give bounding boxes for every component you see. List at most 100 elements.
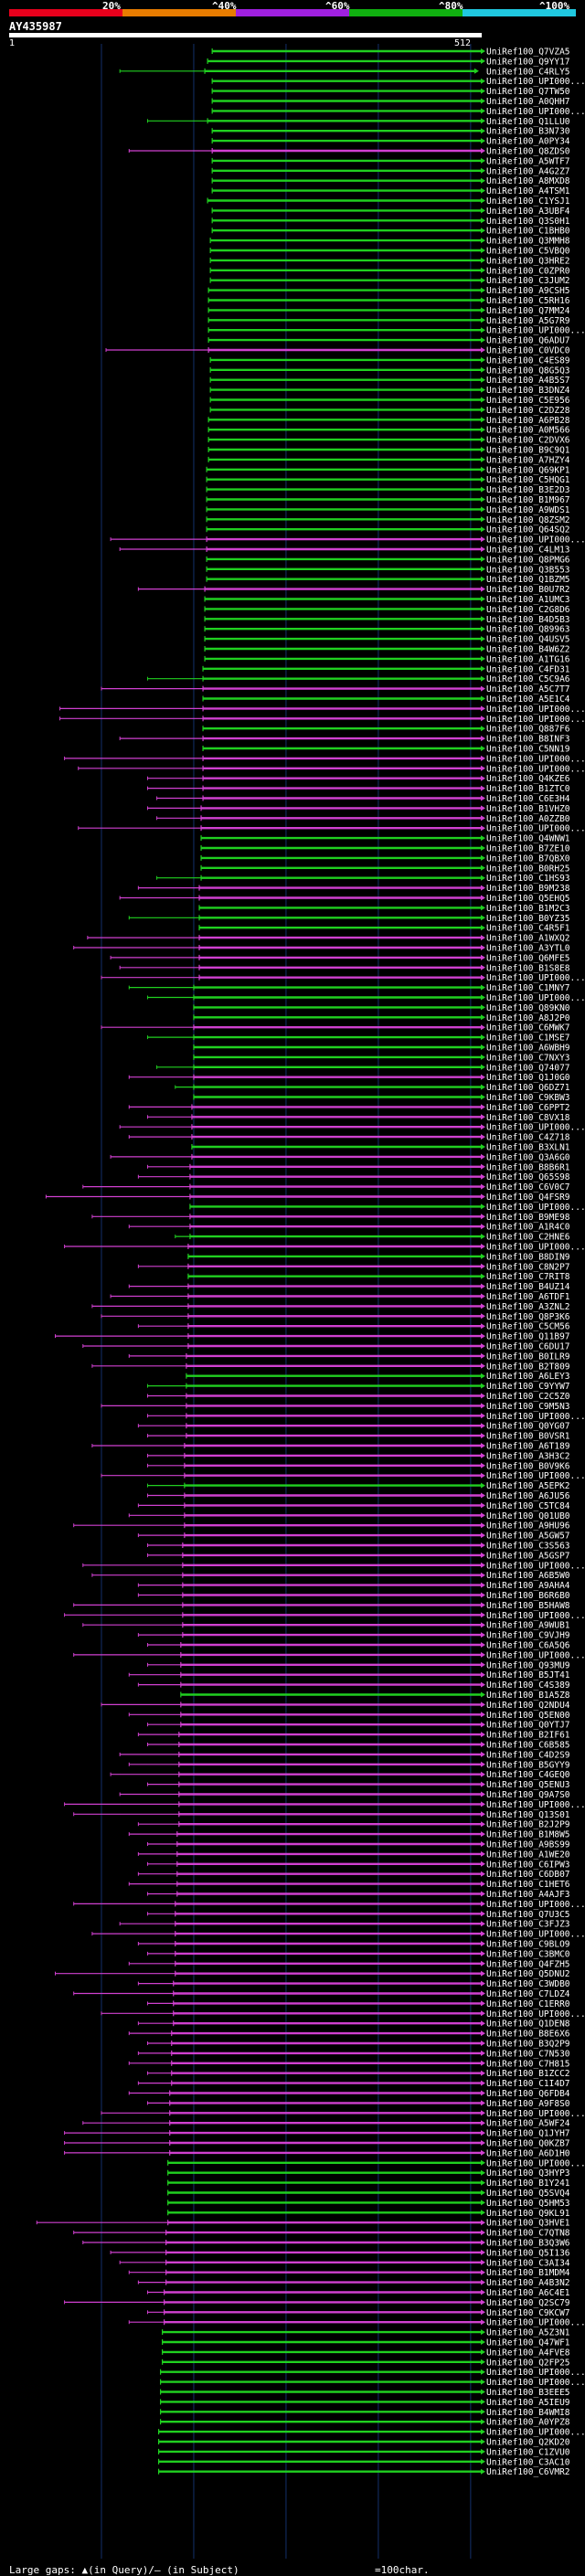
hit-row[interactable]: UniRef100_B4W6Z2 xyxy=(204,645,570,655)
hit-row[interactable]: UniRef100_C6B585 xyxy=(146,1741,570,1751)
hit-row[interactable]: UniRef100_A6T189 xyxy=(91,1442,570,1452)
hit-label[interactable]: UniRef100_Q5HM53 xyxy=(486,2199,570,2209)
hit-label[interactable]: UniRef100_Q5EHQ5 xyxy=(486,894,570,904)
hit-row[interactable]: UniRef100_A9WUB1 xyxy=(82,1621,570,1631)
hit-row[interactable]: UniRef100_UPI000... xyxy=(189,1203,585,1213)
hit-row[interactable]: UniRef100_UPI000... xyxy=(211,107,585,117)
hit-label[interactable]: UniRef100_Q74077 xyxy=(486,1063,570,1073)
hit-row[interactable]: UniRef100_Q2KD20 xyxy=(157,2438,570,2448)
hit-row[interactable]: UniRef100_B3N730 xyxy=(211,127,570,137)
hit-row[interactable]: UniRef100_A4G2Z7 xyxy=(211,166,570,176)
hit-row[interactable]: UniRef100_Q65S98 xyxy=(137,1172,570,1182)
hit-row[interactable]: UniRef100_B3XLN1 xyxy=(191,1143,570,1153)
hit-label[interactable]: UniRef100_Q9YY17 xyxy=(486,57,570,67)
hit-label[interactable]: UniRef100_A6TDF1 xyxy=(486,1292,570,1302)
hit-label[interactable]: UniRef100_Q1LLU0 xyxy=(486,117,570,127)
hit-label[interactable]: UniRef100_Q5ENU3 xyxy=(486,1780,570,1790)
hit-label[interactable]: UniRef100_Q8P3K6 xyxy=(486,1312,570,1322)
hit-row[interactable]: UniRef100_C3WDB0 xyxy=(137,1979,570,1989)
hit-label[interactable]: UniRef100_C1YSJ1 xyxy=(486,196,570,207)
hit-label[interactable]: UniRef100_Q6FDB4 xyxy=(486,2089,570,2099)
hit-row[interactable]: UniRef100_Q9YY17 xyxy=(207,57,570,67)
hit-label[interactable]: UniRef100_Q7TW50 xyxy=(486,87,570,97)
hit-label[interactable]: UniRef100_UPI000... xyxy=(486,2009,585,2019)
hit-label[interactable]: UniRef100_Q64SQ2 xyxy=(486,525,570,535)
hit-label[interactable]: UniRef100_A0PY34 xyxy=(486,137,570,147)
hit-row[interactable]: UniRef100_C5HQG1 xyxy=(206,475,570,485)
hit-row[interactable]: UniRef100_A0PY34 xyxy=(211,137,570,147)
hit-label[interactable]: UniRef100_B1S8E8 xyxy=(486,963,570,973)
hit-label[interactable]: UniRef100_A5C7T7 xyxy=(486,684,570,694)
hit-row[interactable]: UniRef100_Q3S0H1 xyxy=(211,217,570,227)
hit-row[interactable]: UniRef100_A4FVE8 xyxy=(162,2348,570,2358)
hit-row[interactable]: UniRef100_C1MNY7 xyxy=(128,983,570,993)
hit-label[interactable]: UniRef100_A0ZZB0 xyxy=(486,814,570,824)
hit-row[interactable]: UniRef100_Q0KZB7 xyxy=(64,2139,570,2149)
hit-row[interactable]: UniRef100_A3YTL0 xyxy=(73,944,570,954)
hit-row[interactable]: UniRef100_B0VSR1 xyxy=(146,1432,570,1442)
hit-row[interactable]: UniRef100_Q5HM53 xyxy=(167,2199,570,2209)
hit-row[interactable]: UniRef100_Q3HVE1 xyxy=(36,2219,570,2229)
hit-row[interactable]: UniRef100_UPI000... xyxy=(101,2109,585,2119)
hit-label[interactable]: UniRef100_A6WBH9 xyxy=(486,1044,570,1054)
hit-label[interactable]: UniRef100_Q4FSR9 xyxy=(486,1193,570,1203)
hit-row[interactable]: UniRef100_B6R6B0 xyxy=(137,1591,570,1601)
hit-label[interactable]: UniRef100_B8DIN9 xyxy=(486,1252,570,1262)
hit-label[interactable]: UniRef100_A6D1H0 xyxy=(486,2148,570,2158)
hit-label[interactable]: UniRef100_B1VHZ0 xyxy=(486,804,570,814)
hit-row[interactable]: UniRef100_B3EEE5 xyxy=(160,2388,570,2398)
hit-row[interactable]: UniRef100_Q5SVQ4 xyxy=(167,2189,570,2199)
hit-row[interactable]: UniRef100_UPI000... xyxy=(82,1561,585,1571)
hit-row[interactable]: UniRef100_C6IPW3 xyxy=(146,1860,570,1870)
hit-row[interactable]: UniRef100_B8E6X6 xyxy=(128,2030,570,2040)
hit-row[interactable]: UniRef100_C4ES89 xyxy=(209,355,570,366)
hit-row[interactable]: UniRef100_Q89KN0 xyxy=(193,1003,570,1013)
hit-label[interactable]: UniRef100_C9KCW7 xyxy=(486,2308,570,2318)
hit-row[interactable]: UniRef100_A6C4E1 xyxy=(146,2288,570,2298)
hit-label[interactable]: UniRef100_UPI000... xyxy=(486,2158,585,2168)
hit-row[interactable]: UniRef100_Q6MFE5 xyxy=(110,953,570,963)
hit-label[interactable]: UniRef100_Q0YG07 xyxy=(486,1422,570,1432)
hit-row[interactable]: UniRef100_C1ERR0 xyxy=(146,1999,570,2009)
hit-label[interactable]: UniRef100_Q1J0G0 xyxy=(486,1073,570,1083)
hit-row[interactable]: UniRef100_A4B3N2 xyxy=(137,2278,570,2288)
hit-row[interactable]: UniRef100_C7LDZ4 xyxy=(73,1989,570,1999)
hit-row[interactable]: UniRef100_C5VBQ0 xyxy=(209,247,570,257)
hit-row[interactable]: UniRef100_UPI000... xyxy=(101,2009,585,2019)
hit-label[interactable]: UniRef100_A9F8S0 xyxy=(486,2099,570,2109)
hit-label[interactable]: UniRef100_C1ZVU0 xyxy=(486,2447,570,2457)
hit-label[interactable]: UniRef100_B2IF61 xyxy=(486,1731,570,1741)
hit-label[interactable]: UniRef100_C7RIT8 xyxy=(486,1272,570,1282)
hit-row[interactable]: UniRef100_C5C9A6 xyxy=(146,674,570,684)
hit-label[interactable]: UniRef100_B1M8W5 xyxy=(486,1830,570,1840)
hit-label[interactable]: UniRef100_Q4KZE6 xyxy=(486,774,570,784)
hit-label[interactable]: UniRef100_C6V0C7 xyxy=(486,1182,570,1193)
hit-row[interactable]: UniRef100_C2G8D6 xyxy=(204,605,570,615)
hit-row[interactable]: UniRef100_UPI000... xyxy=(157,2428,585,2438)
hit-row[interactable]: UniRef100_Q2NDU4 xyxy=(101,1701,570,1711)
hit-label[interactable]: UniRef100_Q89963 xyxy=(486,625,570,635)
hit-row[interactable]: UniRef100_Q1DEN8 xyxy=(137,2019,570,2030)
hit-label[interactable]: UniRef100_Q7VZA5 xyxy=(486,48,570,58)
hit-row[interactable]: UniRef100_C1MSE7 xyxy=(146,1034,570,1044)
hit-row[interactable]: UniRef100_UPI000... xyxy=(78,824,585,834)
hit-label[interactable]: UniRef100_B9ME98 xyxy=(486,1213,570,1223)
hit-row[interactable]: UniRef100_C5TC84 xyxy=(137,1501,570,1511)
hit-row[interactable]: UniRef100_UPI000... xyxy=(59,705,585,715)
hit-label[interactable]: UniRef100_Q8ZSM2 xyxy=(486,515,570,525)
hit-row[interactable]: UniRef100_B0U7R2 xyxy=(137,585,570,595)
hit-row[interactable]: UniRef100_C9VJH9 xyxy=(137,1631,570,1641)
hit-label[interactable]: UniRef100_C1MNY7 xyxy=(486,983,570,993)
hit-row[interactable]: UniRef100_C1HET6 xyxy=(128,1880,570,1890)
hit-label[interactable]: UniRef100_Q1BZM5 xyxy=(486,575,570,585)
hit-label[interactable]: UniRef100_C7LDZ4 xyxy=(486,1989,570,1999)
hit-row[interactable]: UniRef100_Q64SQ2 xyxy=(206,525,570,535)
hit-label[interactable]: UniRef100_A1WXQ2 xyxy=(486,934,570,944)
hit-label[interactable]: UniRef100_Q8PMG6 xyxy=(486,555,570,565)
hit-label[interactable]: UniRef100_A6JU56 xyxy=(486,1491,570,1501)
hit-row[interactable]: UniRef100_C7RIT8 xyxy=(187,1272,570,1282)
hit-label[interactable]: UniRef100_A5G7R9 xyxy=(486,316,570,326)
hit-row[interactable]: UniRef100_C3AC10 xyxy=(157,2457,570,2467)
hit-row[interactable]: UniRef100_C3S563 xyxy=(146,1542,570,1552)
hit-row[interactable]: UniRef100_C4LM13 xyxy=(119,546,570,556)
